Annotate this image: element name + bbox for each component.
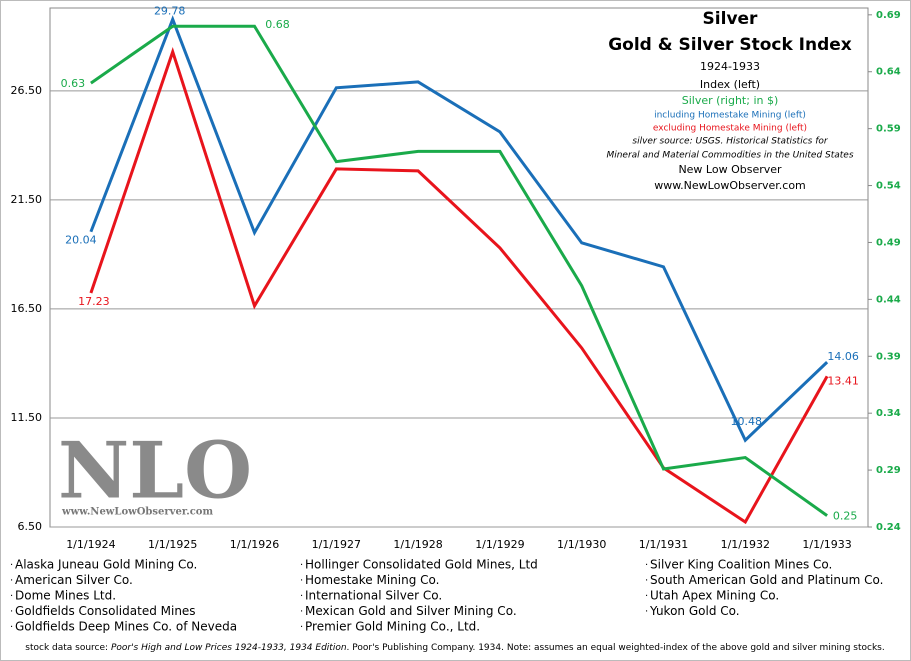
company: Homestake Mining Co. (305, 573, 439, 587)
company: Utah Apex Mining Co. (650, 589, 779, 603)
y2-tick-label: 0.44 (876, 294, 901, 305)
bullet: · (645, 607, 648, 618)
legend-entry: including Homestake Mining (left) (654, 111, 806, 121)
company: Premier Gold Mining Co., Ltd. (305, 620, 480, 634)
y-tick-label: 21.50 (11, 193, 43, 206)
footer: stock data source: Poor's High and Low P… (25, 643, 884, 653)
period: 1924-1933 (700, 60, 760, 73)
company: Alaska Juneau Gold Mining Co. (15, 558, 197, 572)
data-label: 17.23 (78, 295, 110, 308)
y-axis-label: Index (left) (700, 78, 760, 91)
company: Mexican Gold and Silver Mining Co. (305, 604, 517, 618)
y-tick-label: 11.50 (11, 411, 43, 424)
x-tick-label: 1/1/1930 (557, 538, 606, 551)
x-tick-label: 1/1/1928 (393, 538, 442, 551)
bullet: · (300, 607, 303, 618)
bullet: · (300, 591, 303, 602)
bullet: · (645, 560, 648, 571)
company: Hollinger Consolidated Gold Mines, Ltd (305, 558, 538, 572)
data-label: 29.78 (154, 4, 186, 17)
x-tick-label: 1/1/1924 (66, 538, 115, 551)
watermark-url: www.NewLowObserver.com (61, 507, 213, 518)
bullet: · (300, 560, 303, 571)
y-tick-label: 6.50 (18, 520, 43, 533)
data-label: 0.68 (265, 18, 290, 31)
bullet: · (645, 576, 648, 587)
company: South American Gold and Platinum Co. (650, 573, 883, 587)
company: Goldfields Consolidated Mines (15, 604, 196, 618)
series-line (89, 47, 829, 525)
y2-tick-label: 0.39 (876, 351, 901, 362)
brand: New Low Observer (678, 163, 782, 176)
company: Silver King Coalition Mines Co. (650, 558, 832, 572)
chart-subtitle: Gold & Silver Stock Index (608, 35, 852, 55)
company: International Silver Co. (305, 589, 442, 603)
data-label: 0.63 (61, 77, 86, 90)
y2-tick-label: 0.29 (876, 465, 901, 476)
data-label: 13.41 (827, 374, 859, 387)
x-tick-label: 1/1/1932 (721, 538, 770, 551)
series-line (90, 24, 828, 517)
y2-tick-label: 0.54 (876, 181, 901, 192)
footer-part: Poor's High and Low Prices 1924-1933, 19… (111, 643, 347, 653)
y2-tick-label: 0.34 (876, 408, 901, 419)
x-tick-label: 1/1/1929 (475, 538, 524, 551)
company: Goldfields Deep Mines Co. of Neveda (15, 620, 237, 634)
legend-entry: excluding Homestake Mining (left) (653, 124, 807, 134)
data-label: 10.48 (731, 415, 763, 428)
bullet: · (10, 591, 13, 602)
company: Yukon Gold Co. (649, 604, 740, 618)
y2-tick-label: 0.59 (876, 124, 901, 135)
bullet: · (10, 607, 13, 618)
data-label: 0.25 (833, 510, 858, 523)
y-tick-label: 26.50 (11, 84, 43, 97)
bullet: · (10, 622, 13, 633)
y2-tick-label: 0.49 (876, 237, 901, 248)
company: Dome Mines Ltd. (15, 589, 116, 603)
data-label: 20.04 (65, 234, 97, 247)
series-line (89, 15, 829, 443)
x-tick-label: 1/1/1926 (230, 538, 279, 551)
y2-tick-label: 0.64 (876, 67, 901, 78)
company: American Silver Co. (15, 573, 133, 587)
legend-entry: Silver (right; in $) (682, 94, 779, 107)
y2-tick-label: 0.24 (876, 522, 901, 533)
bullet: · (300, 622, 303, 633)
bullet: · (10, 576, 13, 587)
bullet: · (645, 591, 648, 602)
source-note: Mineral and Material Commodities in the … (606, 151, 853, 161)
source-note: silver source: USGS. Historical Statisti… (632, 137, 828, 147)
y2-tick-label: 0.69 (876, 10, 901, 21)
brand-url: www.NewLowObserver.com (654, 179, 806, 192)
bullet: · (10, 560, 13, 571)
watermark: NLO (58, 426, 252, 517)
x-tick-label: 1/1/1933 (802, 538, 851, 551)
footer-part: . Poor's Publishing Company. 1934. Note:… (347, 643, 885, 653)
bullet: · (300, 576, 303, 587)
data-label: 14.06 (827, 350, 859, 363)
y-tick-label: 16.50 (11, 302, 43, 315)
footer-part: stock data source: (25, 643, 111, 653)
chart-title: Silver (703, 9, 759, 29)
x-tick-label: 1/1/1931 (639, 538, 688, 551)
x-tick-label: 1/1/1927 (312, 538, 361, 551)
x-tick-label: 1/1/1925 (148, 538, 197, 551)
